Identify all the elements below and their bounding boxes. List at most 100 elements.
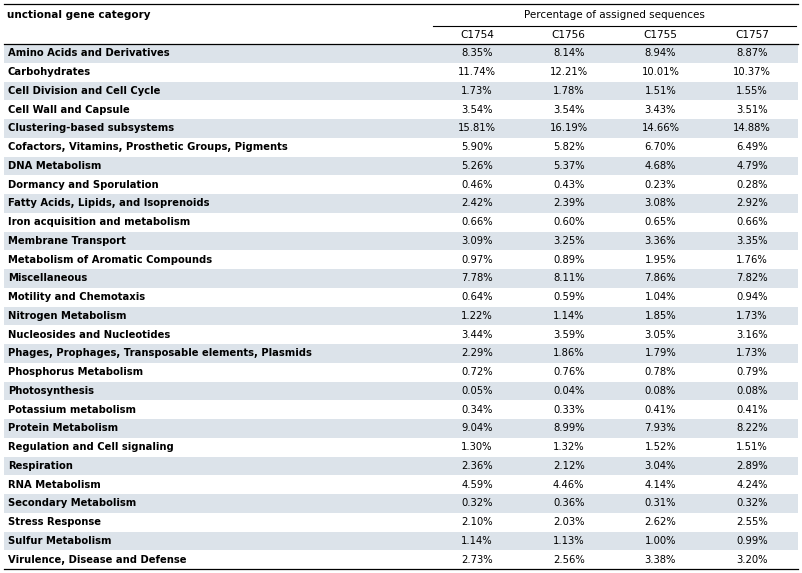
Text: 0.05%: 0.05% bbox=[461, 386, 492, 396]
Text: 6.70%: 6.70% bbox=[645, 142, 676, 152]
Text: 2.92%: 2.92% bbox=[736, 198, 768, 209]
Text: 11.74%: 11.74% bbox=[458, 67, 496, 77]
Text: 0.99%: 0.99% bbox=[736, 536, 768, 546]
Text: 0.08%: 0.08% bbox=[736, 386, 768, 396]
Text: 10.01%: 10.01% bbox=[642, 67, 679, 77]
Text: 0.41%: 0.41% bbox=[645, 405, 676, 415]
Text: 16.19%: 16.19% bbox=[549, 123, 588, 134]
Text: 1.14%: 1.14% bbox=[461, 536, 493, 546]
Text: 0.72%: 0.72% bbox=[461, 367, 493, 377]
Bar bbox=[4, 194, 798, 213]
Text: 8.94%: 8.94% bbox=[645, 48, 676, 58]
Text: 8.14%: 8.14% bbox=[553, 48, 585, 58]
Text: 0.32%: 0.32% bbox=[736, 499, 768, 508]
Text: 3.36%: 3.36% bbox=[645, 236, 676, 246]
Text: Nitrogen Metabolism: Nitrogen Metabolism bbox=[8, 311, 127, 321]
Text: Carbohydrates: Carbohydrates bbox=[8, 67, 91, 77]
Text: unctional gene category: unctional gene category bbox=[7, 10, 151, 20]
Text: 8.35%: 8.35% bbox=[461, 48, 492, 58]
Text: 0.59%: 0.59% bbox=[553, 292, 585, 302]
Text: 8.11%: 8.11% bbox=[553, 273, 585, 284]
Bar bbox=[4, 81, 798, 100]
Text: 0.89%: 0.89% bbox=[553, 254, 585, 265]
Text: 2.73%: 2.73% bbox=[461, 555, 493, 564]
Text: 3.35%: 3.35% bbox=[736, 236, 768, 246]
Text: Stress Response: Stress Response bbox=[8, 517, 101, 527]
Text: Cofactors, Vitamins, Prosthetic Groups, Pigments: Cofactors, Vitamins, Prosthetic Groups, … bbox=[8, 142, 288, 152]
Text: 4.14%: 4.14% bbox=[645, 480, 676, 489]
Bar bbox=[4, 269, 798, 288]
Text: 1.13%: 1.13% bbox=[553, 536, 585, 546]
Text: Percentage of assigned sequences: Percentage of assigned sequences bbox=[525, 10, 705, 20]
Text: 9.04%: 9.04% bbox=[461, 423, 492, 433]
Bar bbox=[4, 325, 798, 344]
Text: 3.05%: 3.05% bbox=[645, 329, 676, 340]
Bar bbox=[4, 363, 798, 382]
Text: 7.86%: 7.86% bbox=[645, 273, 676, 284]
Text: 1.30%: 1.30% bbox=[461, 442, 492, 452]
Text: 0.76%: 0.76% bbox=[553, 367, 585, 377]
Text: 0.31%: 0.31% bbox=[645, 499, 676, 508]
Text: Membrane Transport: Membrane Transport bbox=[8, 236, 126, 246]
Text: 0.66%: 0.66% bbox=[736, 217, 768, 227]
Text: 0.28%: 0.28% bbox=[736, 179, 768, 190]
Text: C1755: C1755 bbox=[643, 30, 678, 40]
Text: 10.37%: 10.37% bbox=[733, 67, 771, 77]
Text: 1.73%: 1.73% bbox=[736, 311, 768, 321]
Text: 2.29%: 2.29% bbox=[461, 348, 493, 358]
Text: Sulfur Metabolism: Sulfur Metabolism bbox=[8, 536, 111, 546]
Text: 4.24%: 4.24% bbox=[736, 480, 768, 489]
Text: 2.12%: 2.12% bbox=[553, 461, 585, 471]
Text: 7.78%: 7.78% bbox=[461, 273, 493, 284]
Text: 5.26%: 5.26% bbox=[461, 161, 493, 171]
Bar bbox=[4, 438, 798, 457]
Text: Metabolism of Aromatic Compounds: Metabolism of Aromatic Compounds bbox=[8, 254, 212, 265]
Text: Protein Metabolism: Protein Metabolism bbox=[8, 423, 118, 433]
Text: Cell Wall and Capsule: Cell Wall and Capsule bbox=[8, 105, 130, 115]
Text: 1.78%: 1.78% bbox=[553, 86, 585, 96]
Text: 0.43%: 0.43% bbox=[553, 179, 585, 190]
Bar bbox=[4, 513, 798, 532]
Text: 1.52%: 1.52% bbox=[645, 442, 676, 452]
Bar bbox=[4, 231, 798, 250]
Text: 3.20%: 3.20% bbox=[736, 555, 768, 564]
Bar bbox=[4, 138, 798, 156]
Bar bbox=[4, 288, 798, 307]
Text: Cell Division and Cell Cycle: Cell Division and Cell Cycle bbox=[8, 86, 160, 96]
Text: 7.82%: 7.82% bbox=[736, 273, 768, 284]
Bar bbox=[4, 4, 798, 26]
Text: Nucleosides and Nucleotides: Nucleosides and Nucleotides bbox=[8, 329, 170, 340]
Text: 3.16%: 3.16% bbox=[736, 329, 768, 340]
Bar bbox=[4, 419, 798, 438]
Text: 2.36%: 2.36% bbox=[461, 461, 493, 471]
Text: Clustering-based subsystems: Clustering-based subsystems bbox=[8, 123, 174, 134]
Text: 1.14%: 1.14% bbox=[553, 311, 585, 321]
Text: 1.04%: 1.04% bbox=[645, 292, 676, 302]
Text: 7.93%: 7.93% bbox=[645, 423, 676, 433]
Text: 0.46%: 0.46% bbox=[461, 179, 492, 190]
Text: 0.36%: 0.36% bbox=[553, 499, 585, 508]
Text: 5.90%: 5.90% bbox=[461, 142, 493, 152]
Text: 1.76%: 1.76% bbox=[736, 254, 768, 265]
Text: Potassium metabolism: Potassium metabolism bbox=[8, 405, 136, 415]
Bar bbox=[4, 532, 798, 550]
Text: Virulence, Disease and Defense: Virulence, Disease and Defense bbox=[8, 555, 187, 564]
Text: Secondary Metabolism: Secondary Metabolism bbox=[8, 499, 136, 508]
Text: 2.39%: 2.39% bbox=[553, 198, 585, 209]
Text: 3.59%: 3.59% bbox=[553, 329, 585, 340]
Bar bbox=[4, 307, 798, 325]
Text: Iron acquisition and metabolism: Iron acquisition and metabolism bbox=[8, 217, 190, 227]
Text: 15.81%: 15.81% bbox=[458, 123, 496, 134]
Bar bbox=[4, 457, 798, 475]
Text: C1756: C1756 bbox=[552, 30, 585, 40]
Bar bbox=[4, 550, 798, 569]
Text: 0.04%: 0.04% bbox=[553, 386, 585, 396]
Text: Phages, Prophages, Transposable elements, Plasmids: Phages, Prophages, Transposable elements… bbox=[8, 348, 312, 358]
Text: C1754: C1754 bbox=[460, 30, 494, 40]
Bar bbox=[4, 63, 798, 81]
Text: 0.34%: 0.34% bbox=[461, 405, 492, 415]
Text: 3.51%: 3.51% bbox=[736, 105, 768, 115]
Text: 2.89%: 2.89% bbox=[736, 461, 768, 471]
Text: DNA Metabolism: DNA Metabolism bbox=[8, 161, 101, 171]
Text: 3.25%: 3.25% bbox=[553, 236, 585, 246]
